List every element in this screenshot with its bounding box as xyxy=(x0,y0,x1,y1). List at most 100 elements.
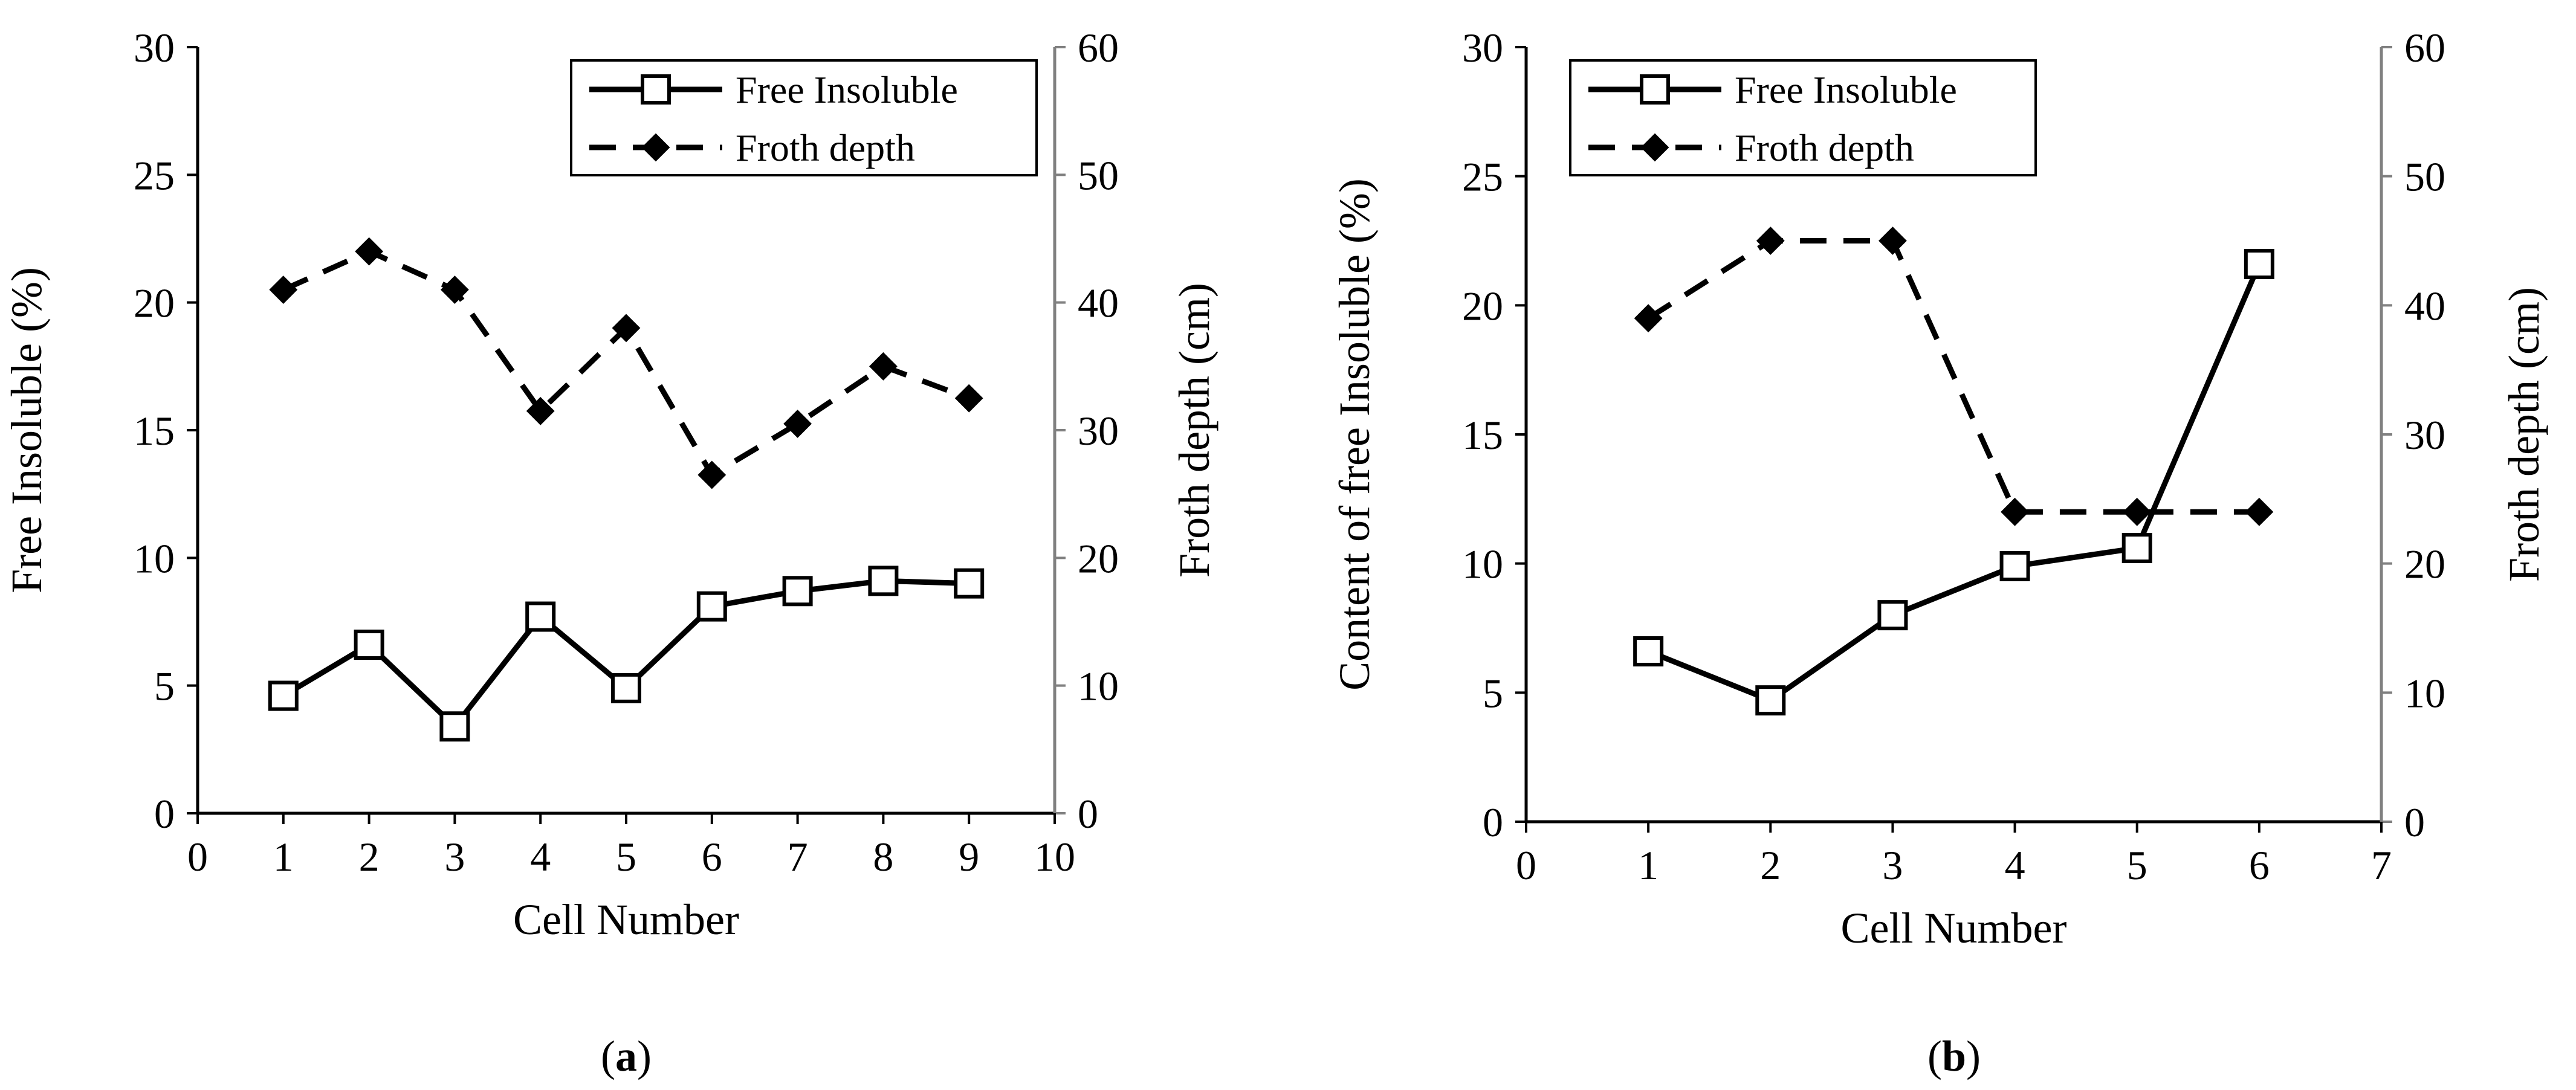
series-line xyxy=(282,248,970,479)
x-tick-label: 2 xyxy=(359,834,380,880)
caption-letter: a xyxy=(615,1032,637,1080)
data-point xyxy=(954,568,985,599)
data-point xyxy=(2123,497,2152,526)
y-tick-label: 30 xyxy=(134,25,175,71)
y2-axis-title: Froth depth (cm) xyxy=(1170,283,1218,578)
y-axis-title: Content of free Insoluble (%) xyxy=(1330,178,1379,691)
x-axis-title: Cell Number xyxy=(513,895,739,944)
y2-tick-label: 60 xyxy=(2404,25,2445,71)
y-tick-label: 15 xyxy=(134,408,175,454)
series-free-insoluble xyxy=(1633,248,2274,716)
y2-tick-label: 0 xyxy=(2404,799,2425,845)
legend-swatch-marker xyxy=(641,74,671,105)
y-tick-label: 5 xyxy=(154,663,175,709)
data-point xyxy=(268,680,299,711)
chart-panel-b: 0 5 10 15 20 25 30 0 10 20 30 40 50 60 0 1 2 3 4 5 6 7 Cell Nu… xyxy=(1330,25,2548,1080)
legend: Free Insoluble Froth depth xyxy=(1569,59,2037,176)
x-tick-label: 6 xyxy=(702,834,722,880)
y-tick-label: 30 xyxy=(1462,25,1503,71)
data-point xyxy=(2121,533,2152,564)
caption-letter: b xyxy=(1942,1032,1966,1080)
data-point xyxy=(954,384,983,413)
x-tick-label: 4 xyxy=(2005,842,2025,888)
x-tick-label: 7 xyxy=(788,834,808,880)
data-point xyxy=(1877,600,1908,631)
y-tick-label: 0 xyxy=(1483,799,1503,845)
legend-swatch-marker xyxy=(1640,74,1670,105)
y2-tick-label: 60 xyxy=(1078,25,1119,71)
panel-caption: (a) xyxy=(601,1032,652,1080)
x-tick-label: 2 xyxy=(1760,842,1781,888)
data-point xyxy=(355,237,384,266)
panel-caption: (b) xyxy=(1927,1032,1981,1080)
y-tick-label: 5 xyxy=(1483,670,1503,716)
y-axis-title: Free Insoluble (%) xyxy=(2,267,51,593)
data-point xyxy=(611,672,641,703)
x-tick-label: 9 xyxy=(959,834,979,880)
data-point xyxy=(526,396,555,425)
data-point xyxy=(868,566,899,596)
x-tick-label: 3 xyxy=(1882,842,1903,888)
x-tick-label: 0 xyxy=(187,834,208,880)
y2-tick-label: 40 xyxy=(1078,280,1119,326)
data-point xyxy=(440,276,469,304)
data-point xyxy=(1755,685,1786,716)
data-point xyxy=(269,276,298,304)
x-tick-label: 4 xyxy=(530,834,551,880)
series-free-insoluble xyxy=(268,566,985,742)
data-point xyxy=(782,576,813,607)
x-tick-label: 10 xyxy=(1034,834,1075,880)
y2-tick-label: 0 xyxy=(1078,791,1098,837)
data-point xyxy=(783,410,812,438)
data-point xyxy=(697,460,727,489)
legend-swatch-marker xyxy=(641,133,670,162)
y2-tick-label: 50 xyxy=(2404,154,2445,200)
data-point xyxy=(1633,636,1664,666)
data-point xyxy=(2244,248,2274,279)
legend-label: Free Insoluble xyxy=(736,68,958,111)
y2-tick-label: 30 xyxy=(1078,408,1119,454)
data-point xyxy=(1634,304,1663,333)
y2-tick-label: 40 xyxy=(2404,283,2445,329)
y2-tick-label: 30 xyxy=(2404,412,2445,458)
x-tick-label: 8 xyxy=(873,834,893,880)
legend-label: Free Insoluble xyxy=(1735,68,1957,111)
series-froth-depth xyxy=(269,237,983,489)
y-tick-label: 0 xyxy=(154,791,175,837)
x-axis-title: Cell Number xyxy=(1841,904,2067,952)
data-point xyxy=(2001,497,2029,526)
y-tick-label: 10 xyxy=(1462,541,1503,587)
data-point xyxy=(439,711,470,742)
y-tick-label: 15 xyxy=(1462,412,1503,458)
x-tick-label: 3 xyxy=(444,834,465,880)
y2-tick-label: 10 xyxy=(2404,670,2445,716)
x-tick-label: 5 xyxy=(616,834,636,880)
y-tick-label: 25 xyxy=(134,152,175,198)
data-point xyxy=(612,314,641,343)
data-point xyxy=(525,601,556,632)
data-point xyxy=(1999,550,2030,581)
series-froth-depth xyxy=(1634,227,2274,526)
x-tick-label: 7 xyxy=(2371,842,2392,888)
legend: Free Insoluble Froth depth xyxy=(570,59,1038,176)
data-point xyxy=(869,352,898,381)
data-point xyxy=(696,591,727,622)
y2-tick-label: 20 xyxy=(2404,541,2445,587)
y-tick-label: 10 xyxy=(134,535,175,581)
series-line xyxy=(1646,238,2259,515)
x-tick-label: 1 xyxy=(273,834,294,880)
y2-tick-label: 50 xyxy=(1078,152,1119,198)
y2-axis-title: Froth depth (cm) xyxy=(2500,287,2548,582)
data-point xyxy=(1879,227,1907,255)
data-point xyxy=(1756,227,1785,255)
legend-label: Froth depth xyxy=(1735,126,1914,169)
y-tick-label: 20 xyxy=(1462,283,1503,329)
data-point xyxy=(2245,497,2274,526)
series-line xyxy=(1647,263,2262,704)
y-tick-label: 20 xyxy=(134,280,175,326)
x-tick-label: 5 xyxy=(2127,842,2147,888)
legend-swatch-marker xyxy=(1640,133,1669,162)
y-tick-label: 25 xyxy=(1462,154,1503,200)
